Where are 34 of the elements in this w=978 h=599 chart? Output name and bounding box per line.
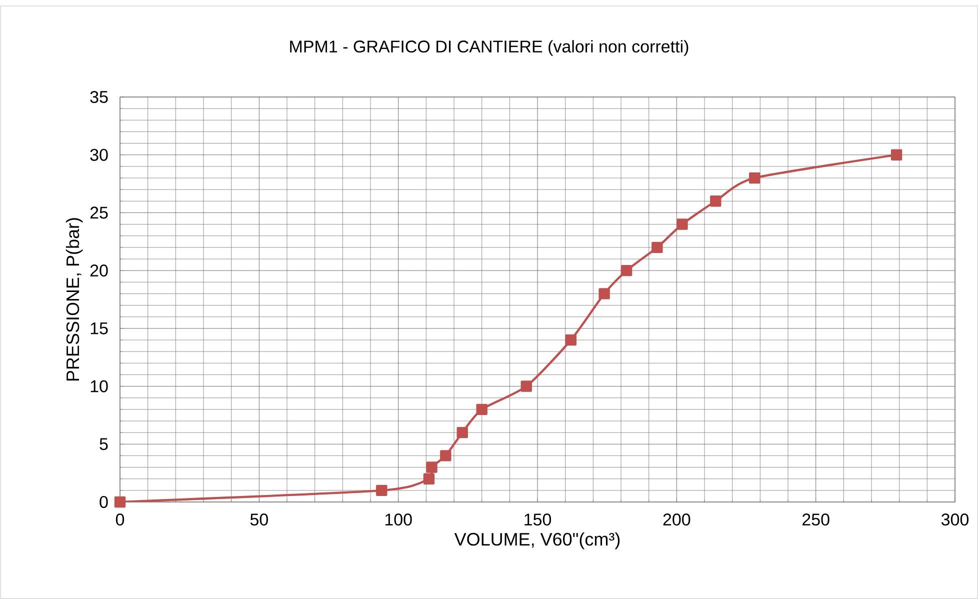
point bbox=[565, 334, 576, 346]
y-axis-title: PRESSIONE, P(bar) bbox=[66, 218, 83, 381]
point bbox=[620, 264, 632, 276]
x-axis-title: VOLUME, V60"(cm³) bbox=[454, 532, 620, 550]
x-tick-label: 250 bbox=[802, 514, 830, 526]
point bbox=[440, 450, 452, 462]
point bbox=[114, 496, 126, 508]
y-tick-label: 30 bbox=[90, 148, 108, 161]
x-tick-label: 150 bbox=[524, 514, 552, 526]
x-tick-label: 300 bbox=[941, 514, 969, 526]
x-tick-label: 100 bbox=[385, 514, 412, 526]
point bbox=[476, 404, 488, 416]
x-tick-label: 0 bbox=[116, 514, 124, 526]
point bbox=[676, 218, 688, 230]
point bbox=[426, 462, 438, 473]
point bbox=[652, 242, 663, 254]
y-tick-label: 20 bbox=[90, 264, 108, 277]
point bbox=[376, 484, 388, 496]
point bbox=[456, 426, 468, 438]
x-tick-label: 200 bbox=[663, 514, 690, 526]
y-tick-label: 0 bbox=[100, 496, 108, 508]
y-tick-label: 25 bbox=[90, 206, 108, 219]
point bbox=[423, 473, 435, 484]
point bbox=[598, 288, 610, 300]
point bbox=[520, 380, 532, 392]
y-tick-label: 35 bbox=[90, 90, 108, 104]
point bbox=[890, 149, 902, 160]
y-tick-label: 5 bbox=[100, 438, 108, 450]
x-tick-label: 50 bbox=[250, 514, 268, 526]
y-tick-label: 15 bbox=[90, 322, 108, 334]
chart-title: MPM1 - GRAFICO DI CANTIERE (valori non corretti) bbox=[290, 40, 688, 56]
y-tick-label: 10 bbox=[90, 380, 108, 392]
point bbox=[710, 196, 722, 207]
point bbox=[749, 172, 760, 184]
